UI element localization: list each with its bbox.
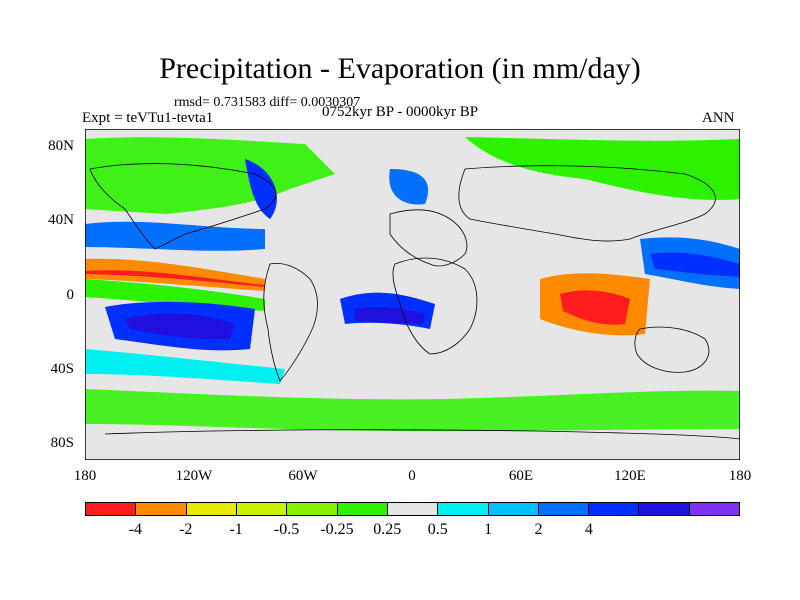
colorbar-swatch [236,503,288,515]
colorbar-label: -0.25 [320,521,354,538]
colorbar-label: -0.5 [273,521,300,538]
experiment-label: Expt = teVTu1-tevta1 [82,110,214,126]
ytick-40s: 40S [50,361,74,377]
continent-outlines [89,163,740,440]
colorbar-label: -1 [229,521,243,538]
colorbar-label: 4 [584,521,593,538]
colorbar-swatch [689,503,740,515]
colorbar-label: 0.5 [427,521,448,538]
xtick-180w: 180 [73,468,97,484]
colorbar-swatch [136,503,187,515]
colorbar-label: 0.25 [373,521,402,538]
rmsd-diff-stats: rmsd= 0.731583 diff= 0.0030307 [174,95,361,110]
season-label: ANN [702,110,735,126]
ytick-80n: 80N [48,138,74,154]
colorbar-label: -4 [128,521,143,538]
colorbar-swatch [538,503,590,515]
colorbar-swatch [589,503,640,515]
xtick-120w: 120W [175,468,213,484]
xtick-60w: 60W [288,468,318,484]
colorbar-swatch [438,503,489,515]
xtick-120e: 120E [614,468,646,484]
ytick-80s: 80S [50,435,74,451]
ytick-0: 0 [66,287,75,303]
xtick-180e: 180 [728,468,752,484]
xtick-0: 0 [408,468,416,484]
colorbar-swatch [337,503,388,515]
colorbar-swatch [387,503,439,515]
xtick-60e: 60E [508,468,534,484]
ytick-40n: 40N [48,212,74,228]
colorbar-swatch [488,503,539,515]
colorbar-label: 1 [484,521,493,538]
plot-title: Precipitation - Evaporation (in mm/day) [159,52,641,85]
colorbar-swatch [287,503,338,515]
colorbar-label: 2 [534,521,543,538]
colorbar-swatch [86,503,137,515]
time-period-label: 0752kyr BP - 0000kyr BP [322,104,479,120]
colorbar-swatch [186,503,237,515]
world-map [85,129,740,460]
colorbar [85,502,740,516]
colorbar-label: -2 [179,521,193,538]
colorbar-swatch [639,503,690,515]
